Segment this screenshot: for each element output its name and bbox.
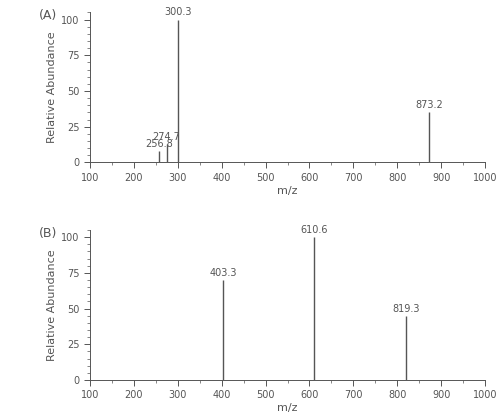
- Y-axis label: Relative Abundance: Relative Abundance: [47, 249, 57, 361]
- Text: 256.8: 256.8: [145, 139, 172, 149]
- Text: 610.6: 610.6: [300, 225, 328, 235]
- Y-axis label: Relative Abundance: Relative Abundance: [47, 31, 57, 143]
- Text: 274.7: 274.7: [152, 132, 180, 142]
- Text: 819.3: 819.3: [392, 304, 419, 313]
- Text: 873.2: 873.2: [416, 100, 443, 110]
- Text: 300.3: 300.3: [164, 7, 192, 17]
- Text: 403.3: 403.3: [210, 268, 237, 278]
- Text: (B): (B): [38, 227, 57, 240]
- Text: (A): (A): [38, 9, 57, 22]
- X-axis label: m/z: m/z: [277, 185, 298, 196]
- X-axis label: m/z: m/z: [277, 403, 298, 413]
